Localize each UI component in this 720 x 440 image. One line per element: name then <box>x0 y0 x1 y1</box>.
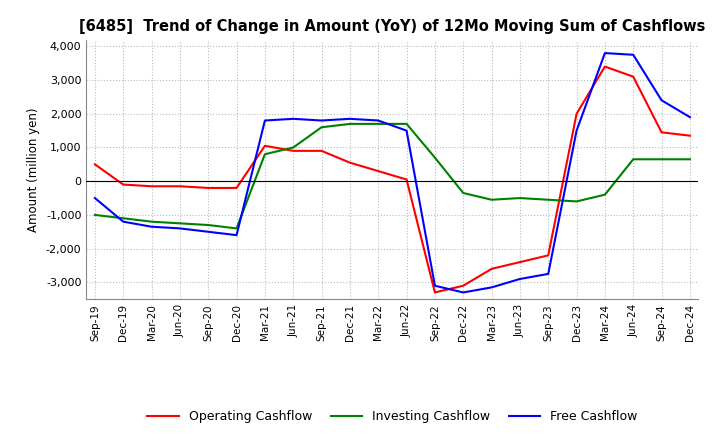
Title: [6485]  Trend of Change in Amount (YoY) of 12Mo Moving Sum of Cashflows: [6485] Trend of Change in Amount (YoY) o… <box>79 19 706 34</box>
Free Cashflow <box>176 226 184 231</box>
Operating Cashflow <box>119 182 127 187</box>
Operating Cashflow <box>600 64 609 69</box>
Operating Cashflow <box>402 177 411 182</box>
Free Cashflow <box>261 118 269 123</box>
Investing Cashflow <box>572 199 581 204</box>
Line: Investing Cashflow: Investing Cashflow <box>95 124 690 228</box>
Operating Cashflow <box>459 283 467 288</box>
Free Cashflow <box>685 114 694 120</box>
Operating Cashflow <box>572 111 581 117</box>
Investing Cashflow <box>176 221 184 226</box>
Free Cashflow <box>629 52 637 57</box>
Legend: Operating Cashflow, Investing Cashflow, Free Cashflow: Operating Cashflow, Investing Cashflow, … <box>143 405 642 428</box>
Investing Cashflow <box>516 195 524 201</box>
Operating Cashflow <box>148 183 156 189</box>
Line: Free Cashflow: Free Cashflow <box>95 53 690 293</box>
Investing Cashflow <box>374 121 382 127</box>
Free Cashflow <box>119 219 127 224</box>
Y-axis label: Amount (million yen): Amount (million yen) <box>27 107 40 231</box>
Free Cashflow <box>431 283 439 288</box>
Operating Cashflow <box>176 183 184 189</box>
Investing Cashflow <box>459 191 467 196</box>
Investing Cashflow <box>629 157 637 162</box>
Free Cashflow <box>657 98 666 103</box>
Operating Cashflow <box>91 162 99 167</box>
Free Cashflow <box>91 195 99 201</box>
Operating Cashflow <box>318 148 326 154</box>
Investing Cashflow <box>318 125 326 130</box>
Free Cashflow <box>402 128 411 133</box>
Free Cashflow <box>289 116 297 121</box>
Free Cashflow <box>233 232 241 238</box>
Operating Cashflow <box>516 260 524 265</box>
Operating Cashflow <box>629 74 637 79</box>
Free Cashflow <box>346 116 354 121</box>
Investing Cashflow <box>657 157 666 162</box>
Investing Cashflow <box>685 157 694 162</box>
Operating Cashflow <box>487 266 496 271</box>
Free Cashflow <box>487 285 496 290</box>
Investing Cashflow <box>431 155 439 160</box>
Investing Cashflow <box>261 152 269 157</box>
Free Cashflow <box>600 51 609 56</box>
Operating Cashflow <box>657 130 666 135</box>
Investing Cashflow <box>402 121 411 127</box>
Investing Cashflow <box>119 216 127 221</box>
Free Cashflow <box>544 271 552 277</box>
Investing Cashflow <box>544 197 552 202</box>
Free Cashflow <box>459 290 467 295</box>
Free Cashflow <box>516 276 524 282</box>
Free Cashflow <box>318 118 326 123</box>
Free Cashflow <box>374 118 382 123</box>
Operating Cashflow <box>374 169 382 174</box>
Operating Cashflow <box>261 143 269 148</box>
Investing Cashflow <box>91 212 99 217</box>
Operating Cashflow <box>431 290 439 295</box>
Operating Cashflow <box>233 185 241 191</box>
Investing Cashflow <box>600 192 609 197</box>
Operating Cashflow <box>544 253 552 258</box>
Operating Cashflow <box>289 148 297 154</box>
Free Cashflow <box>148 224 156 229</box>
Operating Cashflow <box>346 160 354 165</box>
Investing Cashflow <box>487 197 496 202</box>
Operating Cashflow <box>685 133 694 138</box>
Investing Cashflow <box>346 121 354 127</box>
Investing Cashflow <box>289 145 297 150</box>
Free Cashflow <box>572 128 581 133</box>
Line: Operating Cashflow: Operating Cashflow <box>95 66 690 293</box>
Investing Cashflow <box>233 226 241 231</box>
Operating Cashflow <box>204 185 212 191</box>
Free Cashflow <box>204 229 212 235</box>
Investing Cashflow <box>148 219 156 224</box>
Investing Cashflow <box>204 222 212 227</box>
